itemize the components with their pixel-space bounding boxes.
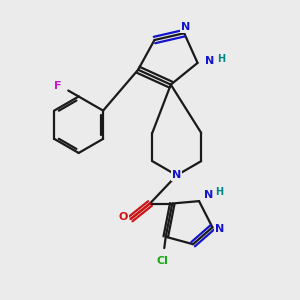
Text: H: H: [215, 187, 223, 197]
Text: H: H: [217, 54, 225, 64]
Text: Cl: Cl: [157, 256, 169, 266]
Text: N: N: [205, 56, 214, 65]
Text: N: N: [172, 170, 182, 180]
Text: N: N: [181, 22, 190, 32]
Text: N: N: [204, 190, 213, 200]
Text: N: N: [215, 224, 224, 234]
Text: O: O: [119, 212, 128, 223]
Text: F: F: [54, 81, 62, 91]
